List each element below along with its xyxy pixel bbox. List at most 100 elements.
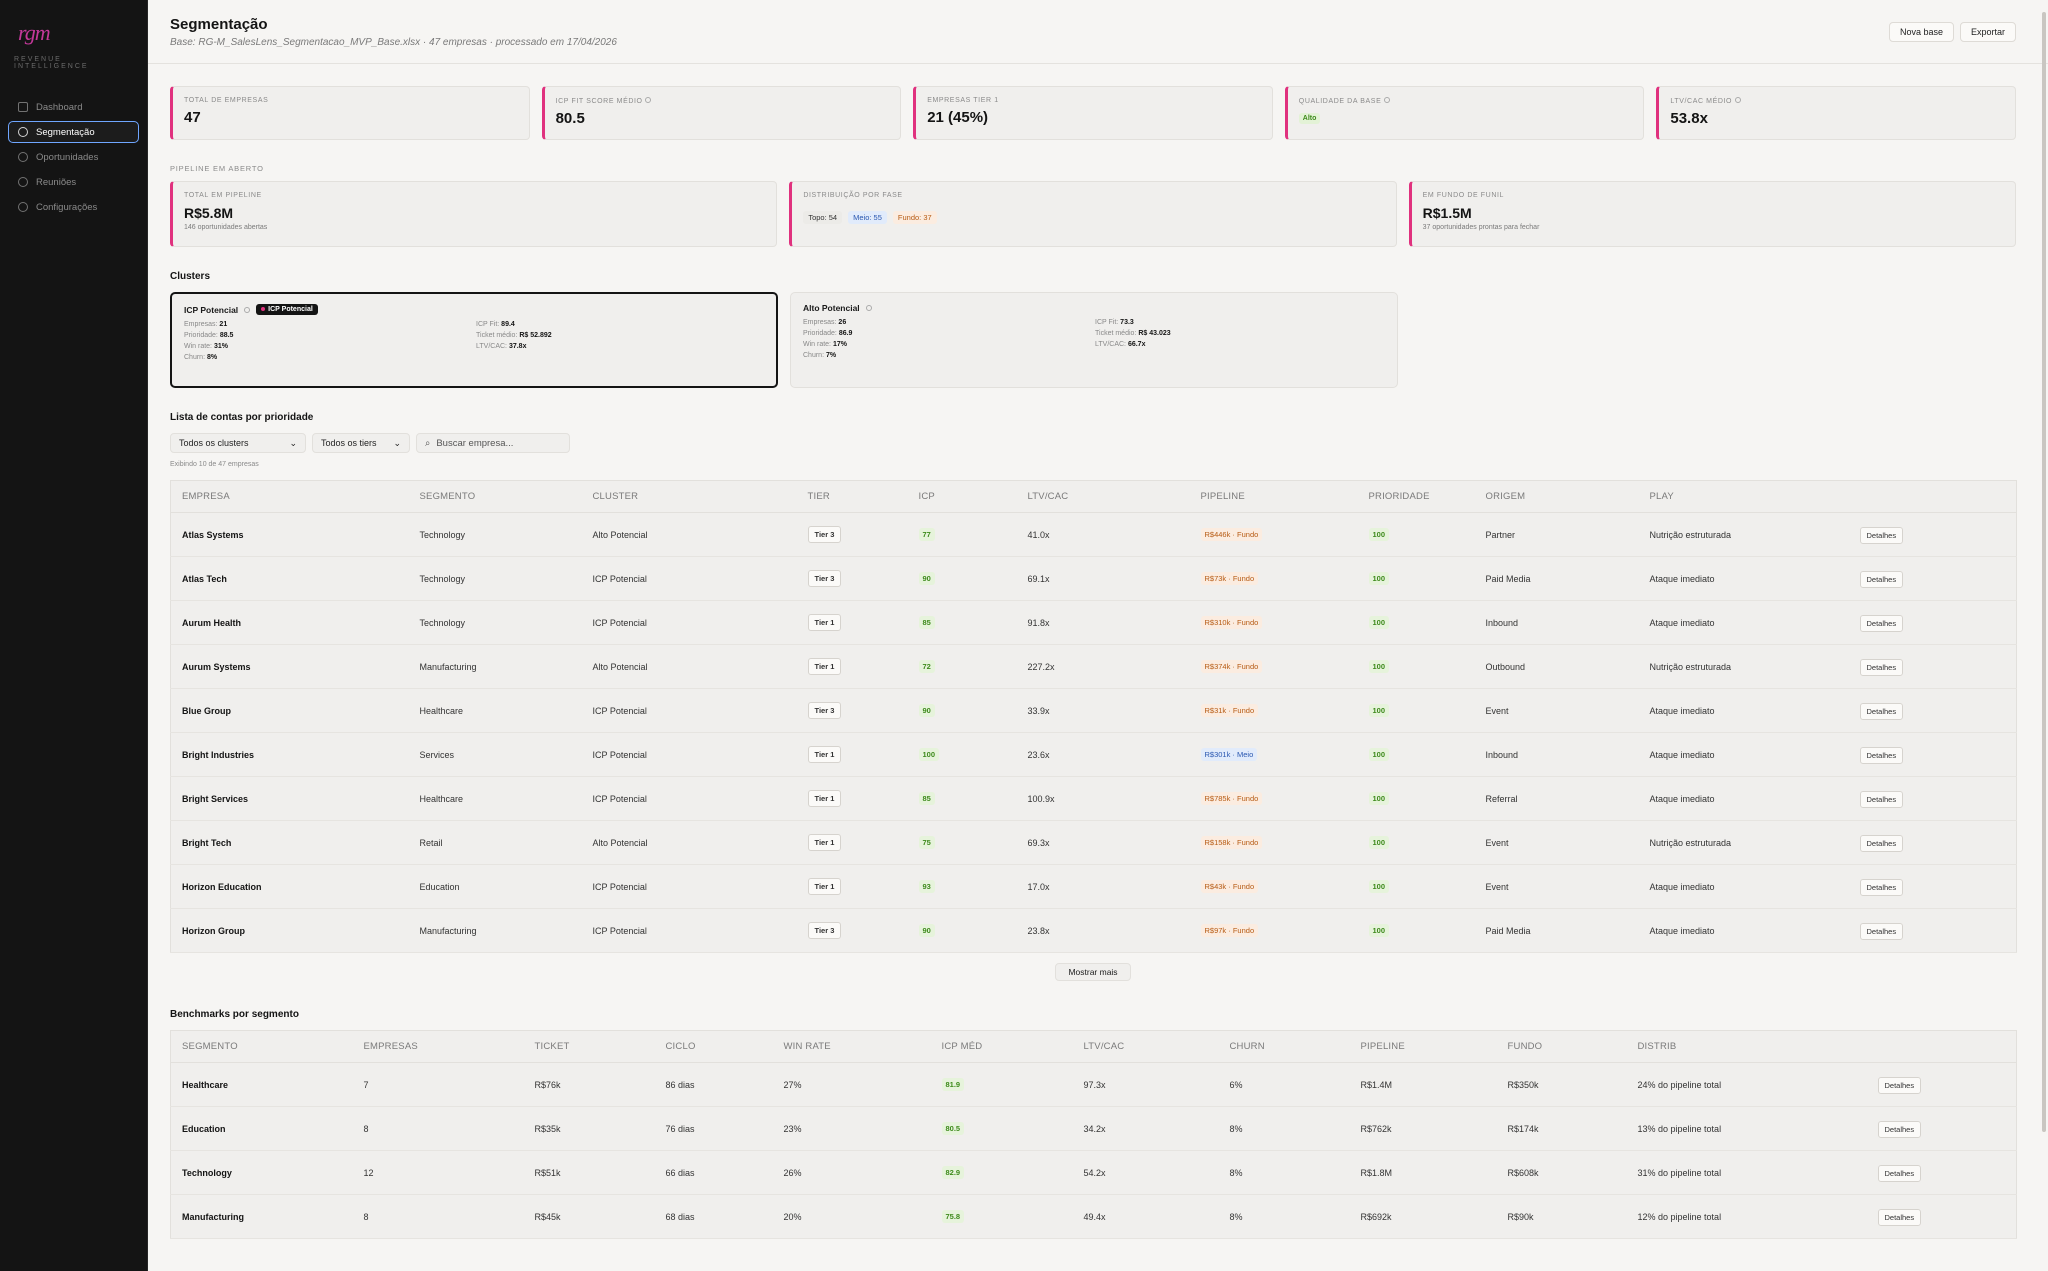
sidebar: rgm REVENUE INTELLIGENCE Dashboard Segme…	[0, 0, 148, 1271]
details-button[interactable]: Detalhes	[1877, 1076, 1922, 1094]
table-row[interactable]: Manufacturing 8 R$45k 68 dias 20% 75.8 49.4x 8%…	[170, 1194, 2017, 1239]
column-header[interactable]: PIPELINE	[1189, 480, 1358, 513]
metric-value: 86.9	[838, 330, 853, 337]
details-button[interactable]: Detalhes	[1859, 834, 1904, 852]
export-button[interactable]: Exportar	[1959, 22, 2016, 42]
column-header[interactable]: PIPELINE	[1349, 1030, 1497, 1063]
segment-name-cell: Healthcare	[170, 1062, 353, 1107]
info-icon[interactable]	[645, 97, 652, 103]
cluster-cell: ICP Potencial	[581, 864, 797, 909]
company-name-cell: Bright Tech	[170, 820, 409, 865]
column-header[interactable]: LTV/CAC	[1016, 480, 1190, 513]
search-input[interactable]: ⌕ Buscar empresa...	[416, 433, 570, 453]
info-icon[interactable]	[865, 305, 872, 311]
column-header[interactable]: PLAY	[1638, 480, 1849, 513]
info-icon[interactable]	[1734, 97, 1741, 103]
sidebar-item-oportunidades[interactable]: Oportunidades	[8, 146, 139, 168]
priority-badge-cell: 100	[1357, 820, 1475, 865]
show-more-button[interactable]: Mostrar mais	[1055, 963, 1131, 981]
details-button[interactable]: Detalhes	[1877, 1120, 1922, 1138]
cluster-card-alto-potencial[interactable]: Alto Potencial Empresas: 26 ICP Fit: 73.…	[790, 292, 1398, 388]
metric-value: 88.5	[219, 332, 234, 339]
table-row[interactable]: Atlas Tech Technology ICP Potencial Tier 3 9…	[170, 556, 2017, 601]
column-header[interactable]: WIN RATE	[772, 1030, 931, 1063]
metric-icp-fit: ICP Fit: 89.4	[476, 321, 764, 328]
new-base-button[interactable]: Nova base	[1888, 22, 1954, 42]
column-header[interactable]: CHURN	[1218, 1030, 1350, 1063]
table-row[interactable]: Bright Industries Services ICP Potencial Ti…	[170, 732, 2017, 777]
column-header[interactable]: CLUSTER	[581, 480, 797, 513]
column-header[interactable]: FUNDO	[1496, 1030, 1627, 1063]
column-header[interactable]: LTV/CAC	[1072, 1030, 1219, 1063]
column-header[interactable]: SEGMENTO	[408, 480, 582, 513]
column-header[interactable]: DISTRIB	[1626, 1030, 1867, 1063]
page-scrollbar[interactable]	[2040, 0, 2046, 1271]
table-row[interactable]: Bright Tech Retail Alto Potencial Tier 1 75 6…	[170, 820, 2017, 865]
companies-cell: 7	[352, 1062, 524, 1107]
table-row[interactable]: Blue Group Healthcare ICP Potencial Tier 3 9…	[170, 688, 2017, 733]
kpi-value: 80.5	[555, 110, 585, 127]
table-row[interactable]: Bright Services Healthcare ICP Potencial Ti…	[170, 776, 2017, 821]
cluster-badge: ICP Potencial	[256, 304, 318, 315]
metric-value: 26	[838, 319, 847, 326]
ltv-cac-cell: 69.3x	[1016, 820, 1190, 865]
priority-badge-cell: 100	[1357, 864, 1475, 909]
scroll-thumb[interactable]	[2042, 12, 2046, 1132]
table-row[interactable]: Atlas Systems Technology Alto Potencial Tie…	[170, 512, 2017, 557]
win-rate-cell: 23%	[772, 1106, 931, 1151]
table-row[interactable]: Horizon Group Manufacturing ICP Potencial T…	[170, 908, 2017, 953]
column-header[interactable]: EMPRESA	[170, 480, 409, 513]
column-header[interactable]: ICP	[907, 480, 1017, 513]
column-header[interactable]: EMPRESAS	[352, 1030, 524, 1063]
table-row[interactable]: Education 8 R$35k 76 dias 23% 80.5 34.2x 8% R$76…	[170, 1106, 2017, 1151]
table-row[interactable]: Healthcare 7 R$76k 86 dias 27% 81.9 97.3x 6% R$1…	[170, 1062, 2017, 1107]
info-icon[interactable]	[1383, 97, 1390, 103]
priority-badge: 100	[1368, 616, 1390, 629]
details-button[interactable]: Detalhes	[1859, 922, 1904, 940]
details-button[interactable]: Detalhes	[1859, 702, 1904, 720]
column-header[interactable]: CICLO	[654, 1030, 773, 1063]
accounts-title: Lista de contas por prioridade	[170, 412, 314, 423]
details-button[interactable]: Detalhes	[1859, 878, 1904, 896]
table-row[interactable]: Horizon Education Education ICP Potencial T…	[170, 864, 2017, 909]
details-button[interactable]: Detalhes	[1859, 570, 1904, 588]
details-button[interactable]: Detalhes	[1859, 658, 1904, 676]
card-value: R$5.8M	[184, 205, 234, 221]
details-button[interactable]: Detalhes	[1877, 1164, 1922, 1182]
ticket-cell: R$51k	[523, 1150, 655, 1195]
icp-badge-cell: 100	[907, 732, 1017, 777]
tier-filter-select[interactable]: Todos os tiers ⌄	[312, 433, 410, 453]
table-row[interactable]: Aurum Systems Manufacturing Alto Potencial…	[170, 644, 2017, 689]
win-rate-cell: 20%	[772, 1194, 931, 1239]
sidebar-item-configuracoes[interactable]: Configurações	[8, 196, 139, 218]
table-row[interactable]: Aurum Health Technology ICP Potencial Tier …	[170, 600, 2017, 645]
fundo-cell: R$608k	[1496, 1150, 1627, 1195]
brand-logo[interactable]: rgm	[18, 20, 51, 45]
company-name-cell: Aurum Systems	[170, 644, 409, 689]
sidebar-item-segmentacao[interactable]: Segmentação	[8, 121, 139, 143]
info-icon[interactable]	[244, 306, 251, 313]
pipeline-badge-cell: R$158k · Fundo	[1189, 820, 1358, 865]
metric-ltv-cac: LTV/CAC: 66.7x	[1095, 341, 1385, 348]
table-row[interactable]: Technology 12 R$51k 66 dias 26% 82.9 54.2x 8% R$…	[170, 1150, 2017, 1195]
cluster-filter-select[interactable]: Todos os clusters ⌄	[170, 433, 306, 453]
sidebar-item-dashboard[interactable]: Dashboard	[8, 96, 139, 118]
column-header[interactable]: TICKET	[523, 1030, 655, 1063]
priority-badge: 100	[1368, 748, 1390, 761]
details-button[interactable]: Detalhes	[1859, 526, 1904, 544]
column-header[interactable]: ICP MÉD	[930, 1030, 1073, 1063]
column-header[interactable]: PRIORIDADE	[1357, 480, 1475, 513]
details-button[interactable]: Detalhes	[1859, 790, 1904, 808]
sidebar-item-reunioes[interactable]: Reuniões	[8, 171, 139, 193]
column-header[interactable]: SEGMENTO	[170, 1030, 353, 1063]
details-button[interactable]: Detalhes	[1859, 746, 1904, 764]
column-header[interactable]: TIER	[796, 480, 908, 513]
details-button[interactable]: Detalhes	[1859, 614, 1904, 632]
details-button[interactable]: Detalhes	[1877, 1208, 1922, 1226]
cluster-card-icp-potencial[interactable]: ICP Potencial ICP Potencial Empresas: 21 …	[170, 292, 778, 388]
metric-label: Churn:	[184, 354, 206, 361]
icp-badge-cell: 90	[907, 908, 1017, 953]
column-header[interactable]: ORIGEM	[1474, 480, 1639, 513]
kpi-label: QUALIDADE DA BASE	[1299, 97, 1633, 105]
metric-label: Ticket médio:	[1095, 330, 1137, 337]
